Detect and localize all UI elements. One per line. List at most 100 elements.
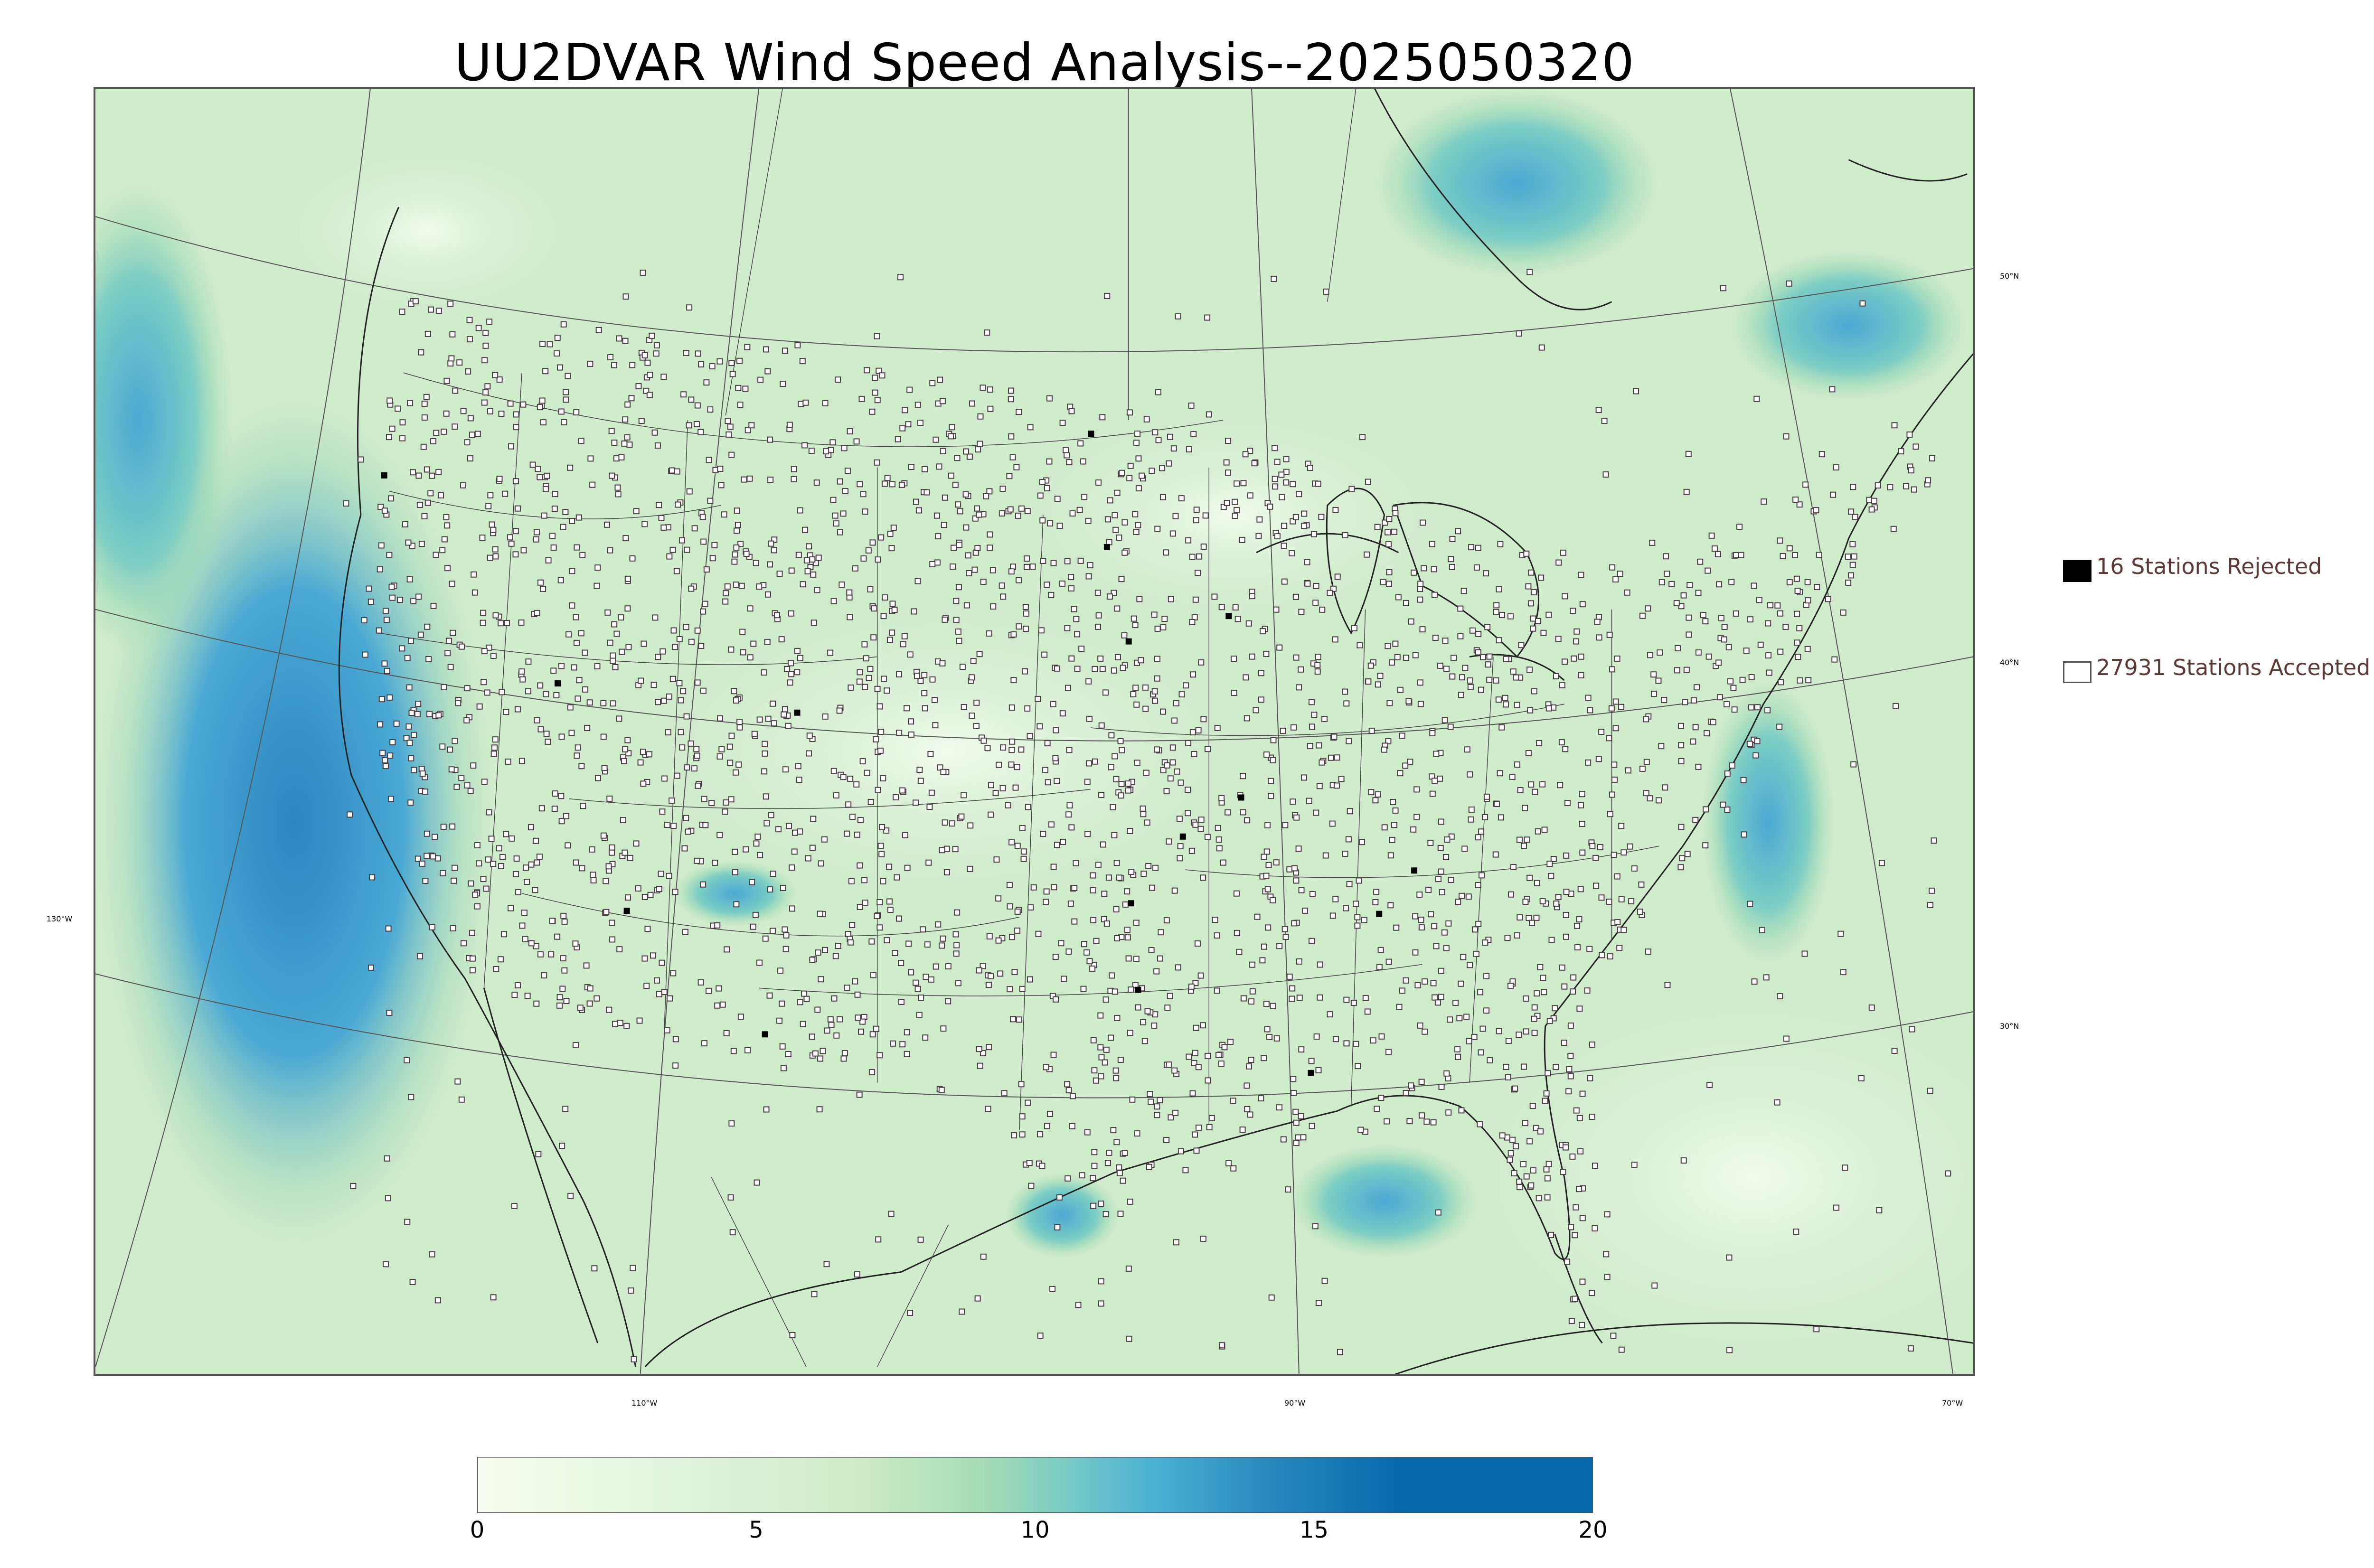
station-marker-accepted [1898, 448, 1904, 455]
station-marker-accepted [1612, 725, 1619, 732]
station-marker-accepted [463, 717, 470, 723]
station-marker-accepted [883, 827, 890, 834]
station-marker-accepted [1130, 615, 1137, 622]
station-marker-accepted [399, 435, 406, 441]
station-marker-accepted [1851, 553, 1857, 560]
station-marker-accepted [1628, 898, 1635, 904]
station-marker-accepted [1293, 1140, 1300, 1146]
station-marker-accepted [1258, 1095, 1264, 1102]
station-marker-accepted [1195, 1064, 1202, 1070]
station-marker-accepted [559, 986, 566, 992]
station-marker-accepted [1469, 627, 1476, 634]
station-marker-accepted [1151, 1022, 1158, 1029]
station-marker-accepted [985, 982, 992, 988]
station-marker-accepted [485, 503, 492, 509]
station-marker-accepted [460, 482, 467, 488]
station-marker-accepted [728, 451, 735, 458]
station-marker-accepted [512, 551, 519, 558]
station-marker-accepted [643, 983, 650, 989]
station-marker-accepted [1432, 994, 1438, 1001]
station-marker-accepted [980, 963, 986, 969]
station-marker-accepted [1359, 434, 1366, 441]
station-marker-accepted [607, 639, 613, 646]
station-marker-accepted [686, 304, 693, 311]
station-marker-accepted [386, 694, 393, 701]
station-marker-accepted [1106, 593, 1113, 600]
station-marker-accepted [471, 589, 478, 596]
station-marker-accepted [717, 715, 724, 722]
station-marker-accepted [508, 443, 514, 450]
station-marker-accepted [722, 598, 729, 605]
station-marker-accepted [1680, 1157, 1687, 1164]
station-marker-accepted [1225, 469, 1232, 476]
station-marker-accepted [1146, 1164, 1152, 1170]
station-marker-accepted [933, 436, 939, 443]
station-marker-accepted [867, 666, 874, 672]
station-marker-accepted [1133, 920, 1140, 926]
station-marker-accepted [724, 583, 731, 590]
station-marker-accepted [1059, 580, 1066, 587]
station-marker-accepted [1293, 1119, 1300, 1126]
station-marker-accepted [513, 424, 519, 431]
station-marker-accepted [905, 940, 912, 947]
station-marker-accepted [1205, 1077, 1211, 1084]
station-marker-accepted [962, 491, 969, 498]
station-marker-rejected [1128, 900, 1134, 907]
station-marker-accepted [1274, 533, 1281, 540]
station-marker-accepted [678, 537, 685, 544]
station-marker-accepted [432, 834, 438, 840]
station-marker-accepted [450, 925, 456, 931]
station-marker-accepted [614, 484, 621, 491]
station-marker-accepted [1585, 695, 1592, 701]
station-marker-accepted [1157, 955, 1163, 962]
station-marker-accepted [1120, 665, 1126, 671]
station-marker-accepted [562, 1106, 569, 1112]
station-marker-accepted [1718, 615, 1724, 621]
wind-speed-map[interactable] [94, 87, 1975, 1376]
station-marker-accepted [1413, 786, 1420, 793]
station-marker-accepted [502, 490, 509, 497]
station-marker-accepted [1592, 854, 1599, 861]
station-marker-accepted [1119, 747, 1125, 753]
station-marker-accepted [1573, 1204, 1579, 1211]
station-marker-accepted [923, 489, 930, 496]
station-marker-accepted [1741, 831, 1747, 838]
station-marker-accepted [1725, 644, 1732, 650]
station-marker-accepted [407, 400, 414, 406]
station-marker-accepted [1212, 917, 1218, 923]
station-marker-accepted [749, 879, 755, 885]
station-marker-accepted [1692, 817, 1699, 823]
station-marker-accepted [1231, 689, 1237, 696]
station-marker-accepted [1606, 898, 1612, 905]
station-marker-accepted [606, 795, 613, 802]
station-marker-accepted [963, 602, 970, 609]
station-marker-accepted [412, 298, 419, 305]
page-title: UU2DVAR Wind Speed Analysis--2025050320 [454, 33, 1635, 93]
colorbar-tick-10: 10 [1020, 1517, 1050, 1543]
station-marker-accepted [1412, 913, 1419, 920]
station-marker-accepted [484, 383, 491, 390]
station-marker-accepted [888, 1211, 895, 1217]
station-marker-accepted [515, 982, 521, 988]
station-marker-accepted [1281, 578, 1288, 585]
station-marker-accepted [1308, 699, 1315, 705]
station-marker-accepted [1112, 1067, 1119, 1074]
station-marker-accepted [512, 528, 519, 535]
station-marker-accepted [1720, 285, 1726, 291]
station-marker-accepted [768, 540, 774, 547]
station-marker-accepted [624, 737, 631, 743]
station-marker-accepted [1485, 661, 1491, 668]
station-marker-accepted [1786, 579, 1793, 586]
station-marker-accepted [1540, 629, 1547, 636]
station-marker-accepted [1793, 575, 1800, 582]
station-marker-accepted [1833, 464, 1839, 471]
station-marker-accepted [389, 594, 396, 601]
station-marker-accepted [1342, 688, 1348, 695]
station-marker-accepted [1427, 839, 1434, 846]
station-marker-accepted [533, 1000, 540, 1007]
station-marker-accepted [818, 976, 824, 983]
station-marker-accepted [1268, 1294, 1275, 1301]
station-marker-accepted [1564, 1258, 1571, 1265]
station-marker-accepted [1840, 969, 1846, 976]
station-marker-accepted [1618, 823, 1625, 829]
